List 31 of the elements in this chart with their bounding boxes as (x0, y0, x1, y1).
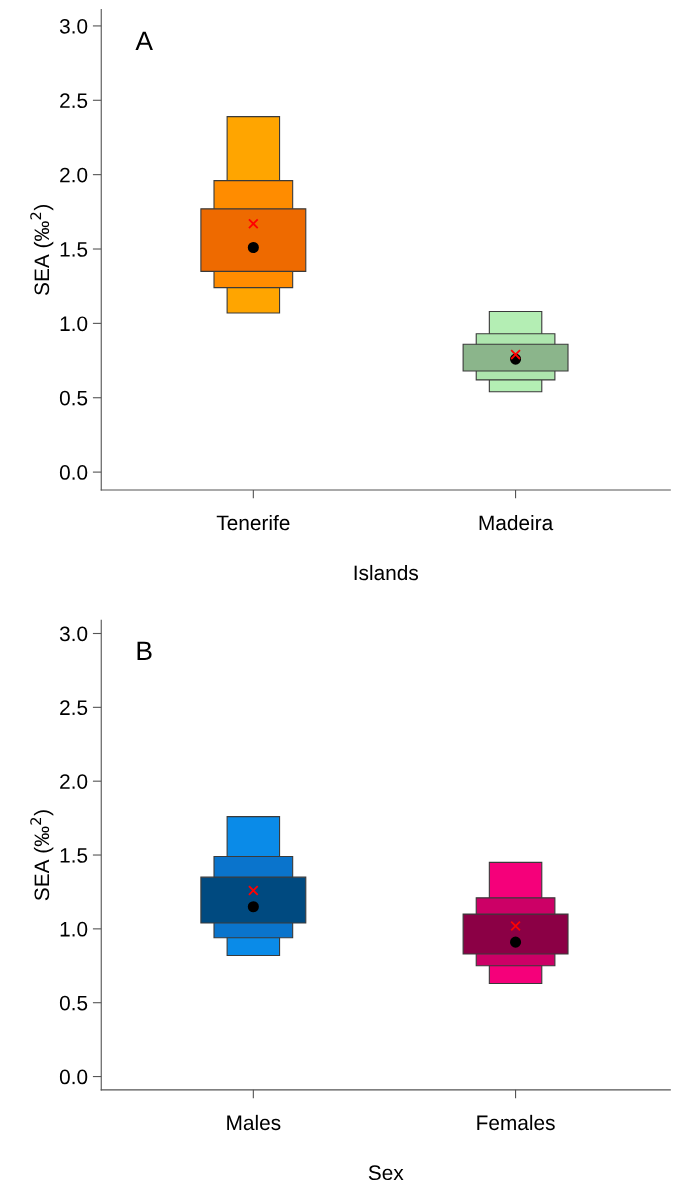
point (248, 218, 259, 230)
point (509, 936, 522, 948)
annotation: B (137, 641, 152, 660)
point (510, 349, 521, 360)
x-tick-label: Madeira (479, 514, 554, 531)
y-tick-label: 1.5 (60, 848, 88, 863)
x-tick-label: Males (227, 1114, 281, 1131)
point (510, 920, 521, 932)
y-tick-label: 2.5 (60, 700, 88, 716)
x-tick-label: Tenerife (216, 514, 290, 531)
y-tick-label: 0.0 (59, 1069, 88, 1085)
point (247, 901, 259, 913)
y-tick-label: 1.5 (60, 242, 88, 257)
y-tick-label: 3.0 (59, 18, 88, 34)
y-axis-title: SEA (‰$^{2}$) (30, 204, 54, 295)
x-axis-title: Islands (354, 564, 419, 581)
y-tick-label: 1.0 (60, 921, 88, 937)
y-tick-label: 3.0 (59, 626, 88, 642)
y-tick-label: 0.0 (59, 465, 88, 480)
y-tick-label: 2.0 (60, 774, 88, 789)
y-tick-label: 1.0 (60, 316, 88, 332)
y-tick-label: 0.5 (59, 995, 88, 1011)
point (248, 885, 259, 896)
y-tick-label: 2.5 (60, 93, 88, 109)
y-tick-label: 0.5 (59, 390, 88, 406)
y-tick-label: 2.0 (60, 167, 88, 183)
x-tick-label: Females (477, 1114, 555, 1131)
y-axis-title: SEA (‰$^{2}$) (30, 810, 54, 901)
point (247, 241, 259, 254)
annotation: A (135, 31, 153, 51)
x-axis-title: Sex (368, 1165, 404, 1181)
